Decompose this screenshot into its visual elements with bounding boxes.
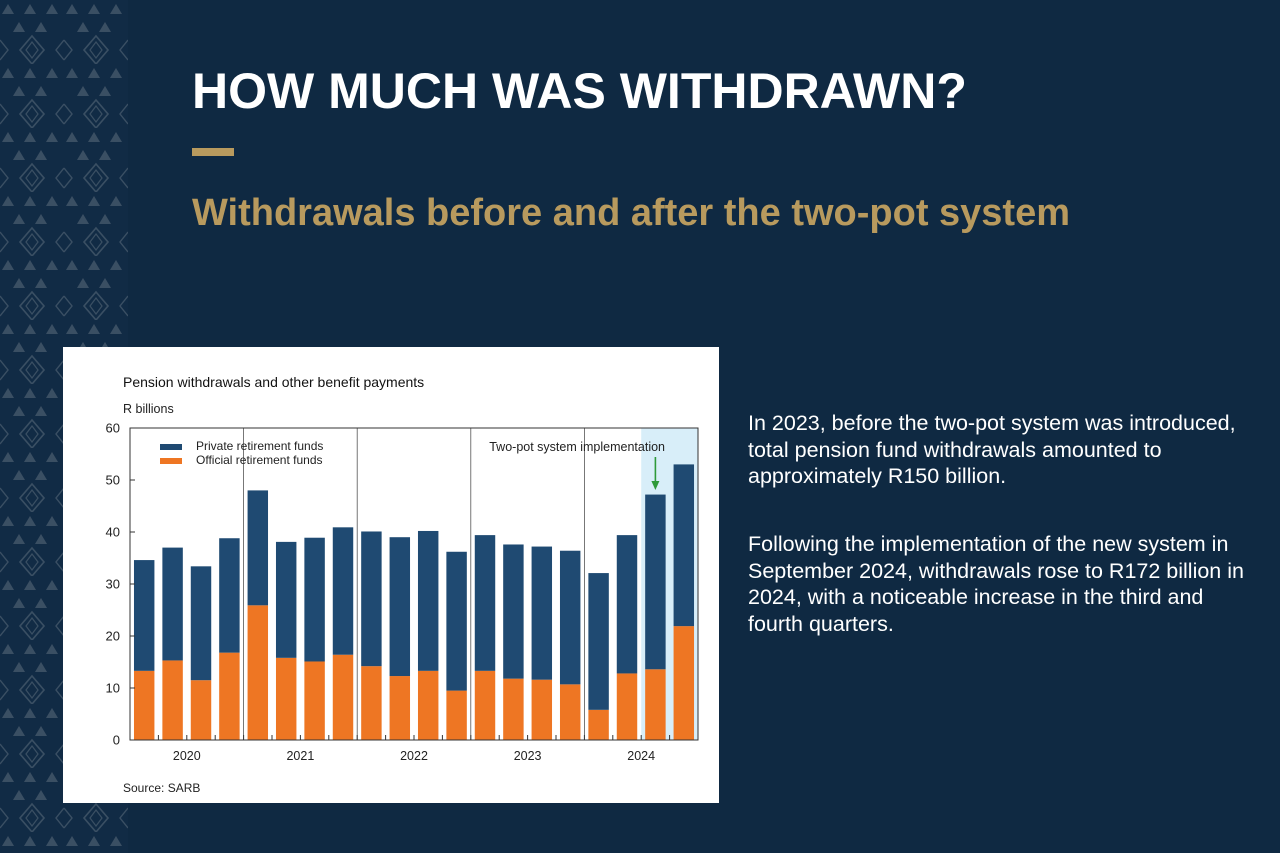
bar-official bbox=[503, 678, 524, 740]
chart-card: 0 10 20 30 40 50 60 2020 2021 2022 2023 2024 Private… bbox=[63, 347, 719, 803]
bar-private bbox=[645, 494, 666, 670]
x-year-label: 2024 bbox=[627, 749, 655, 763]
bar-private bbox=[616, 535, 638, 674]
y-tick-label: 20 bbox=[106, 629, 120, 644]
x-year-label: 2022 bbox=[400, 749, 428, 763]
bar-official bbox=[389, 676, 411, 740]
bar-official bbox=[645, 669, 666, 740]
bar-private bbox=[474, 535, 496, 671]
y-tick-label: 0 bbox=[113, 733, 120, 748]
bar-private bbox=[673, 464, 695, 627]
bar-official bbox=[446, 690, 467, 740]
legend-label: Private retirement funds bbox=[196, 439, 323, 453]
bar-official bbox=[219, 652, 240, 740]
body-paragraph-1: In 2023, before the two-pot system was i… bbox=[748, 411, 1236, 488]
bar-private bbox=[389, 537, 411, 677]
title-divider bbox=[192, 148, 234, 156]
bar-private bbox=[190, 566, 212, 681]
chart-source: Source: SARB bbox=[123, 781, 201, 795]
bar-private bbox=[531, 546, 553, 680]
page-title: HOW MUCH WAS WITHDRAWN? bbox=[192, 63, 967, 119]
plot-frame bbox=[129, 427, 699, 741]
bar-private bbox=[304, 537, 325, 662]
bar-private bbox=[503, 544, 524, 679]
bar-private bbox=[162, 547, 183, 661]
bar-official bbox=[190, 680, 212, 740]
y-tick-label: 50 bbox=[106, 473, 120, 488]
page-subtitle: Withdrawals before and after the two-pot… bbox=[192, 192, 1071, 234]
legend-swatch bbox=[160, 444, 182, 450]
chart-canvas: 0 10 20 30 40 50 60 2020 2021 2022 2023 2024 Private… bbox=[106, 421, 699, 763]
bar-private bbox=[247, 490, 269, 606]
y-tick-label: 40 bbox=[106, 525, 120, 540]
bar-official bbox=[133, 670, 155, 740]
bar-private bbox=[133, 560, 155, 671]
bar-private bbox=[219, 538, 240, 653]
legend-label: Official retirement funds bbox=[196, 453, 323, 467]
y-tick-label: 30 bbox=[106, 577, 120, 592]
bar-private bbox=[332, 527, 354, 655]
x-year-label: 2023 bbox=[514, 749, 542, 763]
bar-official bbox=[247, 605, 269, 740]
y-tick-label: 60 bbox=[106, 421, 120, 436]
legend-swatch bbox=[160, 458, 182, 464]
bar-official bbox=[162, 660, 183, 740]
bar-private bbox=[446, 551, 467, 691]
annotation-label: Two-pot system implementation bbox=[489, 440, 665, 454]
x-year-label: 2021 bbox=[286, 749, 314, 763]
bar-official bbox=[332, 654, 354, 740]
body-paragraph-2: Following the implementation of the new … bbox=[748, 532, 1244, 636]
bar-private bbox=[559, 550, 581, 685]
bar-private bbox=[275, 541, 297, 658]
bar-official bbox=[531, 679, 553, 740]
x-year-label: 2020 bbox=[173, 749, 201, 763]
bar-official bbox=[417, 670, 439, 740]
bar-private bbox=[361, 531, 382, 667]
bar-official bbox=[588, 709, 609, 740]
bar-official bbox=[673, 626, 695, 740]
bar-official bbox=[304, 661, 325, 740]
bar-official bbox=[474, 670, 496, 740]
bar-official bbox=[559, 684, 581, 740]
chart-title: Pension withdrawals and other benefit pa… bbox=[123, 374, 425, 390]
y-tick-label: 10 bbox=[106, 681, 120, 696]
bar-official bbox=[616, 673, 638, 740]
bar-official bbox=[275, 657, 297, 740]
bar-private bbox=[417, 530, 439, 671]
annotation-arrowhead bbox=[651, 481, 660, 490]
bar-private bbox=[588, 573, 609, 710]
y-axis-unit-label: R billions bbox=[123, 402, 174, 416]
bar-official bbox=[361, 666, 382, 740]
